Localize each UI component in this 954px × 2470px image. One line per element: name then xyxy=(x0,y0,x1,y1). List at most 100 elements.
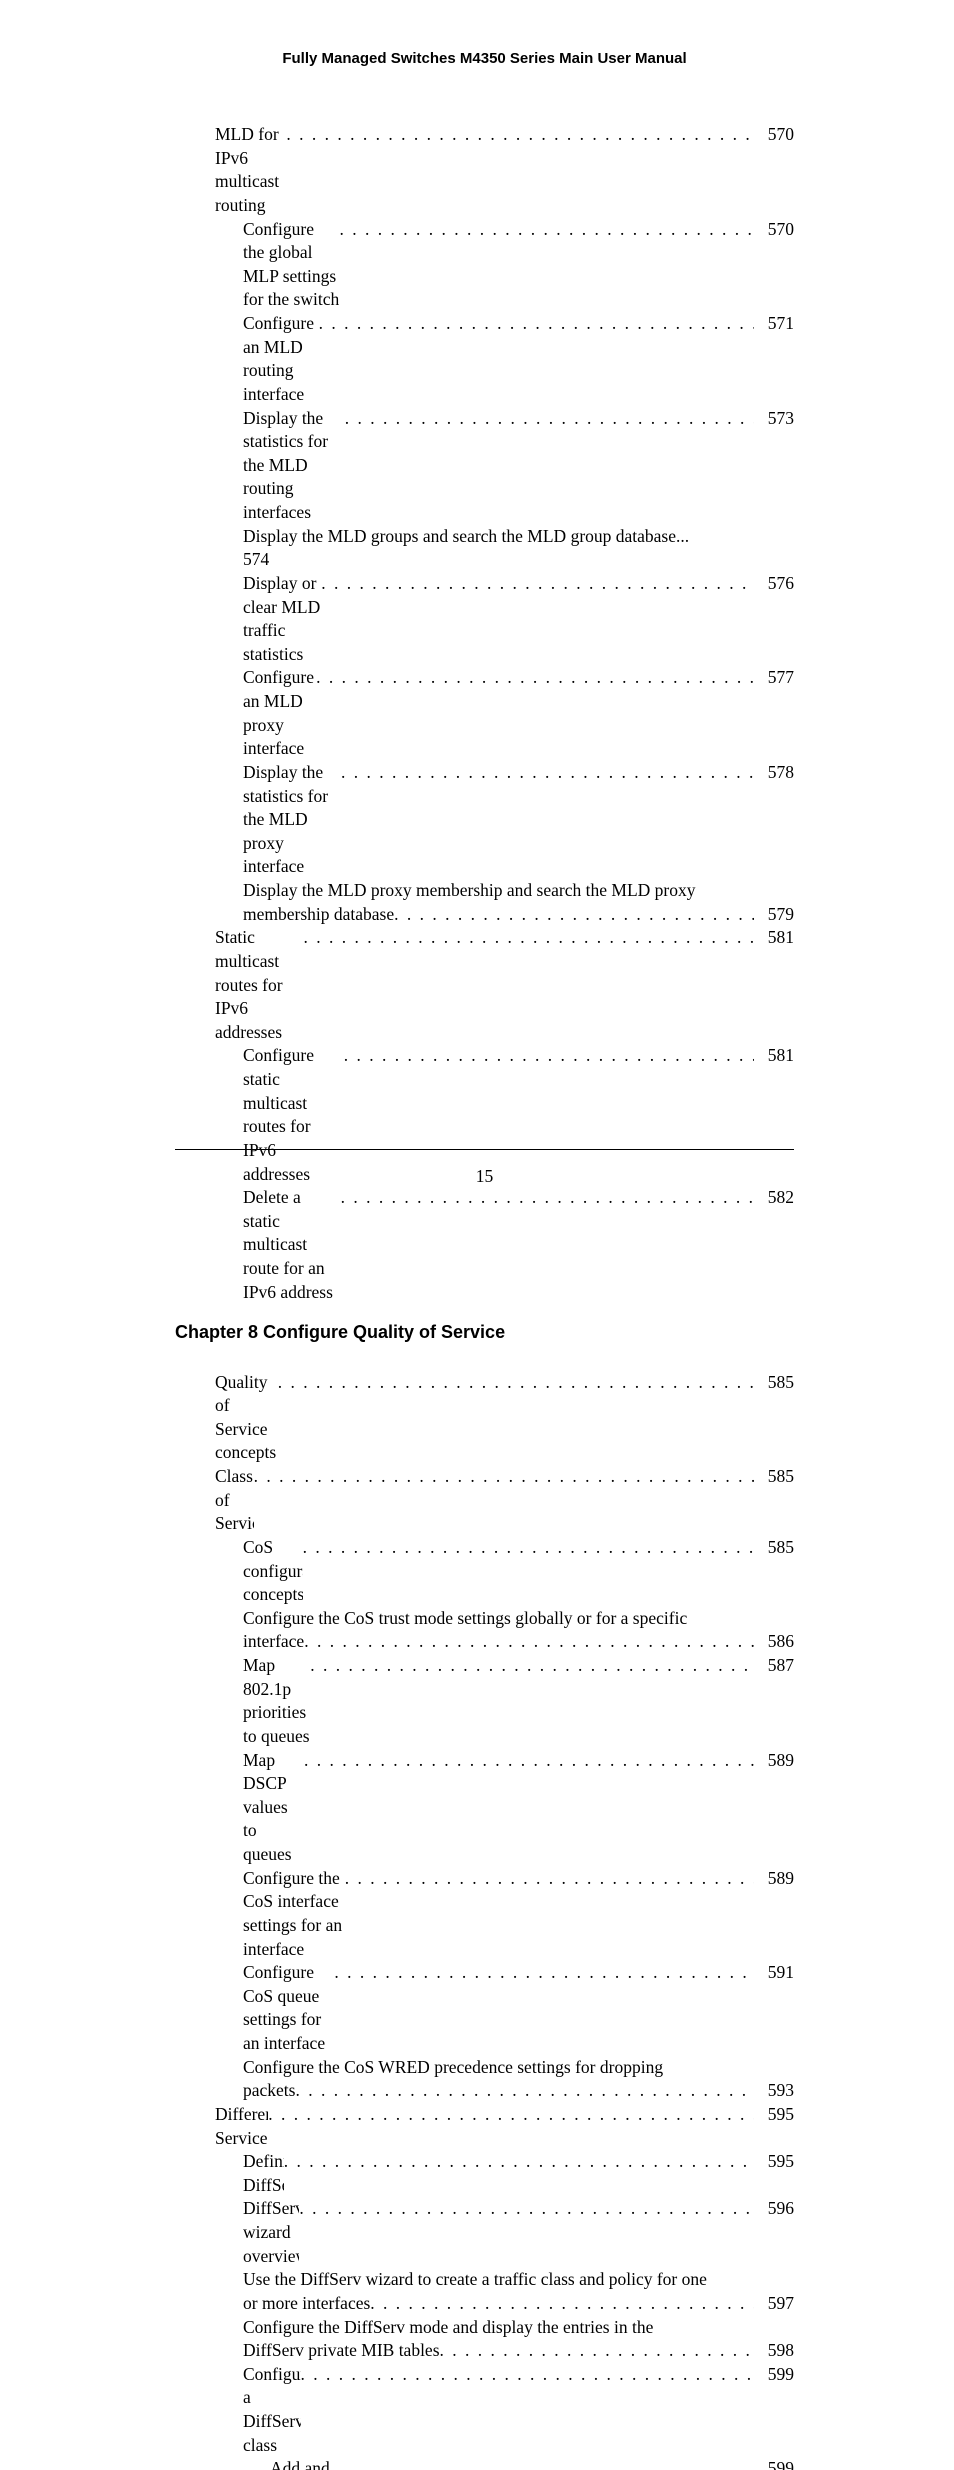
toc-entry-page: 599 xyxy=(754,2457,794,2470)
toc-entry[interactable]: DiffServ wizard overview. . . . . . . . … xyxy=(243,2197,794,2268)
toc-entry[interactable]: Quality of Service concepts. . . . . . .… xyxy=(215,1371,794,1466)
toc-entry[interactable]: Defining DiffServ. . . . . . . . . . . .… xyxy=(243,2150,794,2197)
toc-entry[interactable]: CoS configuration concepts. . . . . . . … xyxy=(243,1536,794,1607)
toc-entry-page: 573 xyxy=(754,407,794,431)
page-header: Fully Managed Switches M4350 Series Main… xyxy=(175,50,794,67)
toc-entry[interactable]: Configure a DiffServ class. . . . . . . … xyxy=(243,2363,794,2458)
toc-entry[interactable]: Configure the CoS WRED precedence settin… xyxy=(175,2056,794,2103)
toc-leader-dots: . . . . . . . . . . . . . . . . . . . . … xyxy=(268,2103,754,2127)
toc-entry-text: Use the DiffServ wizard to create a traf… xyxy=(243,2268,794,2292)
toc-leader-dots: . . . . . . . . . . . . . . . . . . . . … xyxy=(394,903,754,927)
toc-entry-text: Configure the global MLP settings for th… xyxy=(243,218,340,313)
toc-leader-dots: . . . . . . . . . . . . . . . . . . . . … xyxy=(278,1371,754,1395)
toc-entry[interactable]: Class of Service. . . . . . . . . . . . … xyxy=(215,1465,794,1536)
toc-entry-text: Configure an MLD routing interface xyxy=(243,312,319,407)
toc-leader-dots: . . . . . . . . . . . . . . . . . . . . … xyxy=(345,407,754,431)
toc-leader-dots: . . . . . . . . . . . . . . . . . . . . … xyxy=(304,1630,754,1654)
toc-leader-dots: . . . . . . . . . . . . . . . . . . . . … xyxy=(345,1867,754,1891)
toc-entry-page: 581 xyxy=(754,1044,794,1068)
toc-entry-text: Display or clear MLD traffic statistics xyxy=(243,572,321,667)
toc-leader-dots: . . . . . . . . . . . . . . . . . . . . … xyxy=(341,1186,754,1210)
toc-entry-text-cont: membership database xyxy=(243,903,394,927)
toc-leader-dots: . . . . . . . . . . . . . . . . . . . . … xyxy=(284,2150,754,2174)
toc-entry-text-cont: packets xyxy=(243,2079,295,2103)
toc-leader-dots: . . . . . . . . . . . . . . . . . . . . … xyxy=(440,2339,754,2363)
toc-entry-text: Add and configure a DiffServ class xyxy=(270,2457,340,2470)
toc-entry[interactable]: Display the MLD groups and search the ML… xyxy=(243,525,794,572)
toc-leader-dots: . . . . . . . . . . . . . . . . . . . . … xyxy=(303,926,754,950)
toc-entry[interactable]: Configure an MLD proxy interface. . . . … xyxy=(243,666,794,761)
toc-entry[interactable]: Map DSCP values to queues. . . . . . . .… xyxy=(243,1749,794,1867)
toc-entry-page: 585 xyxy=(754,1465,794,1489)
toc-entry-text: Display the MLD groups and search the ML… xyxy=(243,525,676,549)
toc-entry[interactable]: Configure the CoS interface settings for… xyxy=(243,1867,794,1962)
toc-entry-page: 593 xyxy=(754,2079,794,2103)
toc-entry-page: 598 xyxy=(754,2339,794,2363)
toc-entry[interactable]: Differentiated Services. . . . . . . . .… xyxy=(215,2103,794,2150)
toc-entry-text: Configure the DiffServ mode and display … xyxy=(243,2316,794,2340)
toc-leader-dots: . . . . . . . . . . . . . . . . . . . . … xyxy=(304,1749,754,1773)
toc-entry[interactable]: Configure an MLD routing interface. . . … xyxy=(243,312,794,407)
toc-entry-page: 595 xyxy=(754,2103,794,2127)
toc-entry[interactable]: Display the statistics for the MLD routi… xyxy=(243,407,794,525)
toc-entry-page: 597 xyxy=(754,2292,794,2316)
toc-entry-text: Differentiated Services xyxy=(215,2103,268,2150)
toc-leader-dots: . . . . . . . . . . . . . . . . . . . . … xyxy=(344,1044,754,1068)
toc-entry-text: DiffServ wizard overview xyxy=(243,2197,299,2268)
toc-leader-dots: . . . . . . . . . . . . . . . . . . . . … xyxy=(301,2363,754,2387)
toc-leader-dots: ... xyxy=(676,525,689,549)
toc-leader-dots: . . . . . . . . . . . . . . . . . . . . … xyxy=(370,2292,754,2316)
toc-entry-page: 577 xyxy=(754,666,794,690)
toc-entry-text: MLD for IPv6 multicast routing xyxy=(215,123,286,218)
toc-leader-dots: . . . . . . . . . . . . . . . . . . . . … xyxy=(286,123,754,147)
toc-entry-page: 587 xyxy=(754,1654,794,1678)
toc-entry-text: Configure the CoS interface settings for… xyxy=(243,1867,345,1962)
toc-entry-text: Delete a static multicast route for an I… xyxy=(243,1186,341,1304)
toc-entry[interactable]: Configure the global MLP settings for th… xyxy=(243,218,794,313)
toc-entry-page: 578 xyxy=(754,761,794,785)
toc-entry[interactable]: Configure CoS queue settings for an inte… xyxy=(243,1961,794,2056)
toc-entry[interactable]: MLD for IPv6 multicast routing. . . . . … xyxy=(215,123,794,218)
chapter-heading: Chapter 8 Configure Quality of Service xyxy=(175,1320,794,1344)
toc-leader-dots: . . . . . . . . . . . . . . . . . . . . … xyxy=(340,218,754,242)
toc-leader-dots: . . . . . . . . . . . . . . . . . . . . … xyxy=(295,2079,754,2103)
toc-leader-dots: . . . . . . . . . . . . . . . . . . . . … xyxy=(340,2457,754,2470)
toc-entry-page: 571 xyxy=(754,312,794,336)
toc-entry[interactable]: Configure the CoS trust mode settings gl… xyxy=(175,1607,794,1654)
toc-entry-page: 579 xyxy=(754,903,794,927)
toc-entry-text: Class of Service xyxy=(215,1465,254,1536)
toc-entry-page: 589 xyxy=(754,1867,794,1891)
toc-entry-text-cont: interface xyxy=(243,1630,304,1654)
toc-entry-page: 589 xyxy=(754,1749,794,1773)
toc-leader-dots: . . . . . . . . . . . . . . . . . . . . … xyxy=(316,666,754,690)
toc-entry[interactable]: Use the DiffServ wizard to create a traf… xyxy=(175,2268,794,2315)
toc-entry-page: 576 xyxy=(754,572,794,596)
toc-entry-text: CoS configuration concepts xyxy=(243,1536,303,1607)
toc-leader-dots: . . . . . . . . . . . . . . . . . . . . … xyxy=(299,2197,754,2221)
toc-entry-text: Map DSCP values to queues xyxy=(243,1749,304,1867)
toc-entry-text: Static multicast routes for IPv6 address… xyxy=(215,926,303,1044)
toc-entry-page: 596 xyxy=(754,2197,794,2221)
toc-entry-text: Display the statistics for the MLD routi… xyxy=(243,407,345,525)
toc-entry[interactable]: Display the MLD proxy membership and sea… xyxy=(175,879,794,926)
toc-entry[interactable]: Delete a static multicast route for an I… xyxy=(243,1186,794,1304)
toc-entry[interactable]: Static multicast routes for IPv6 address… xyxy=(215,926,794,1044)
toc-entry-page: 581 xyxy=(754,926,794,950)
toc-entry-page: 570 xyxy=(754,123,794,147)
toc-entry[interactable]: Add and configure a DiffServ class. . . … xyxy=(270,2457,794,2470)
toc-entry-page: 582 xyxy=(754,1186,794,1210)
toc-entry-page: 591 xyxy=(754,1961,794,1985)
toc-entry[interactable]: Map 802.1p priorities to queues. . . . .… xyxy=(243,1654,794,1749)
toc-entry-page: 599 xyxy=(754,2363,794,2387)
toc-entry[interactable]: Display the statistics for the MLD proxy… xyxy=(243,761,794,879)
toc-entry-text: Display the MLD proxy membership and sea… xyxy=(243,879,794,903)
toc-entry-text-cont: DiffServ private MIB tables xyxy=(243,2339,440,2363)
toc-entry[interactable]: Configure the DiffServ mode and display … xyxy=(175,2316,794,2363)
toc-entry-page: 574 xyxy=(243,548,794,572)
toc-entry[interactable]: Display or clear MLD traffic statistics.… xyxy=(243,572,794,667)
toc-entry-page: 586 xyxy=(754,1630,794,1654)
toc-entry-page: 570 xyxy=(754,218,794,242)
toc-leader-dots: . . . . . . . . . . . . . . . . . . . . … xyxy=(334,1961,754,1985)
toc-entry-page: 585 xyxy=(754,1536,794,1560)
toc-leader-dots: . . . . . . . . . . . . . . . . . . . . … xyxy=(310,1654,754,1678)
